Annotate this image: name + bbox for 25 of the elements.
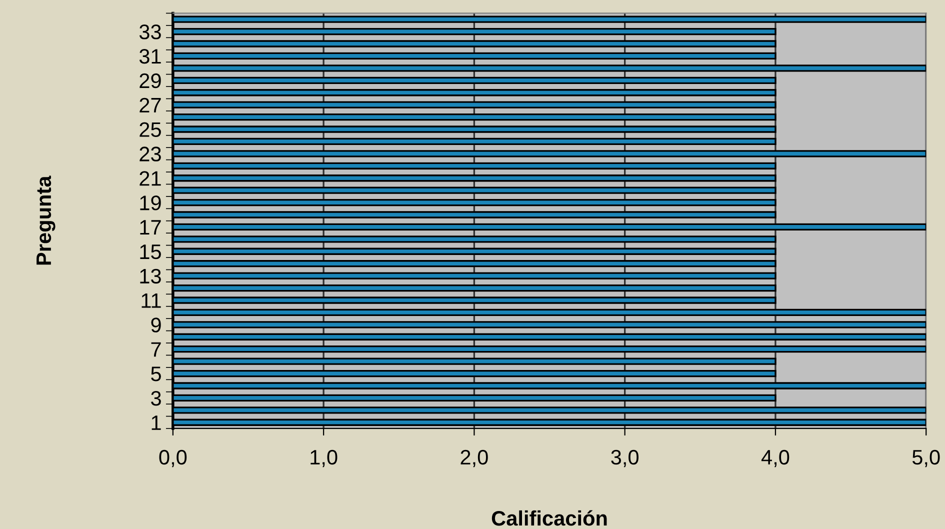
x-tick-label: 3,0: [611, 450, 638, 468]
y-tick-label: 29: [140, 73, 161, 88]
y-tick-label: 19: [140, 196, 161, 210]
y-tick-label: 13: [140, 268, 161, 284]
y-tick-label: 5: [151, 366, 161, 382]
x-tick-label: 1,0: [310, 450, 338, 468]
x-tick-label: 4,0: [761, 450, 790, 468]
y-tick-label: 21: [140, 171, 161, 186]
y-axis-title: Pregunta: [36, 176, 56, 265]
y-tick-label: 23: [140, 146, 161, 162]
y-tick-label: 27: [140, 98, 161, 112]
y-tick-label: 1: [152, 416, 161, 430]
x-tick-label: 2,0: [460, 450, 488, 468]
x-tick-label: 5,0: [912, 450, 940, 468]
y-tick-label: 25: [140, 122, 161, 138]
y-tick-label: 17: [140, 220, 161, 235]
y-tick-label: 11: [142, 293, 161, 308]
y-tick-label: 3: [151, 390, 161, 406]
y-tick-label: 31: [139, 48, 161, 64]
x-axis-title: Calificación: [492, 510, 607, 526]
y-tick-label: 15: [140, 244, 161, 260]
y-tick-label: 7: [151, 342, 161, 357]
x-tick-label: 0,0: [159, 450, 187, 468]
y-tick-label: 33: [139, 24, 161, 40]
y-tick-label: 9: [151, 318, 161, 332]
